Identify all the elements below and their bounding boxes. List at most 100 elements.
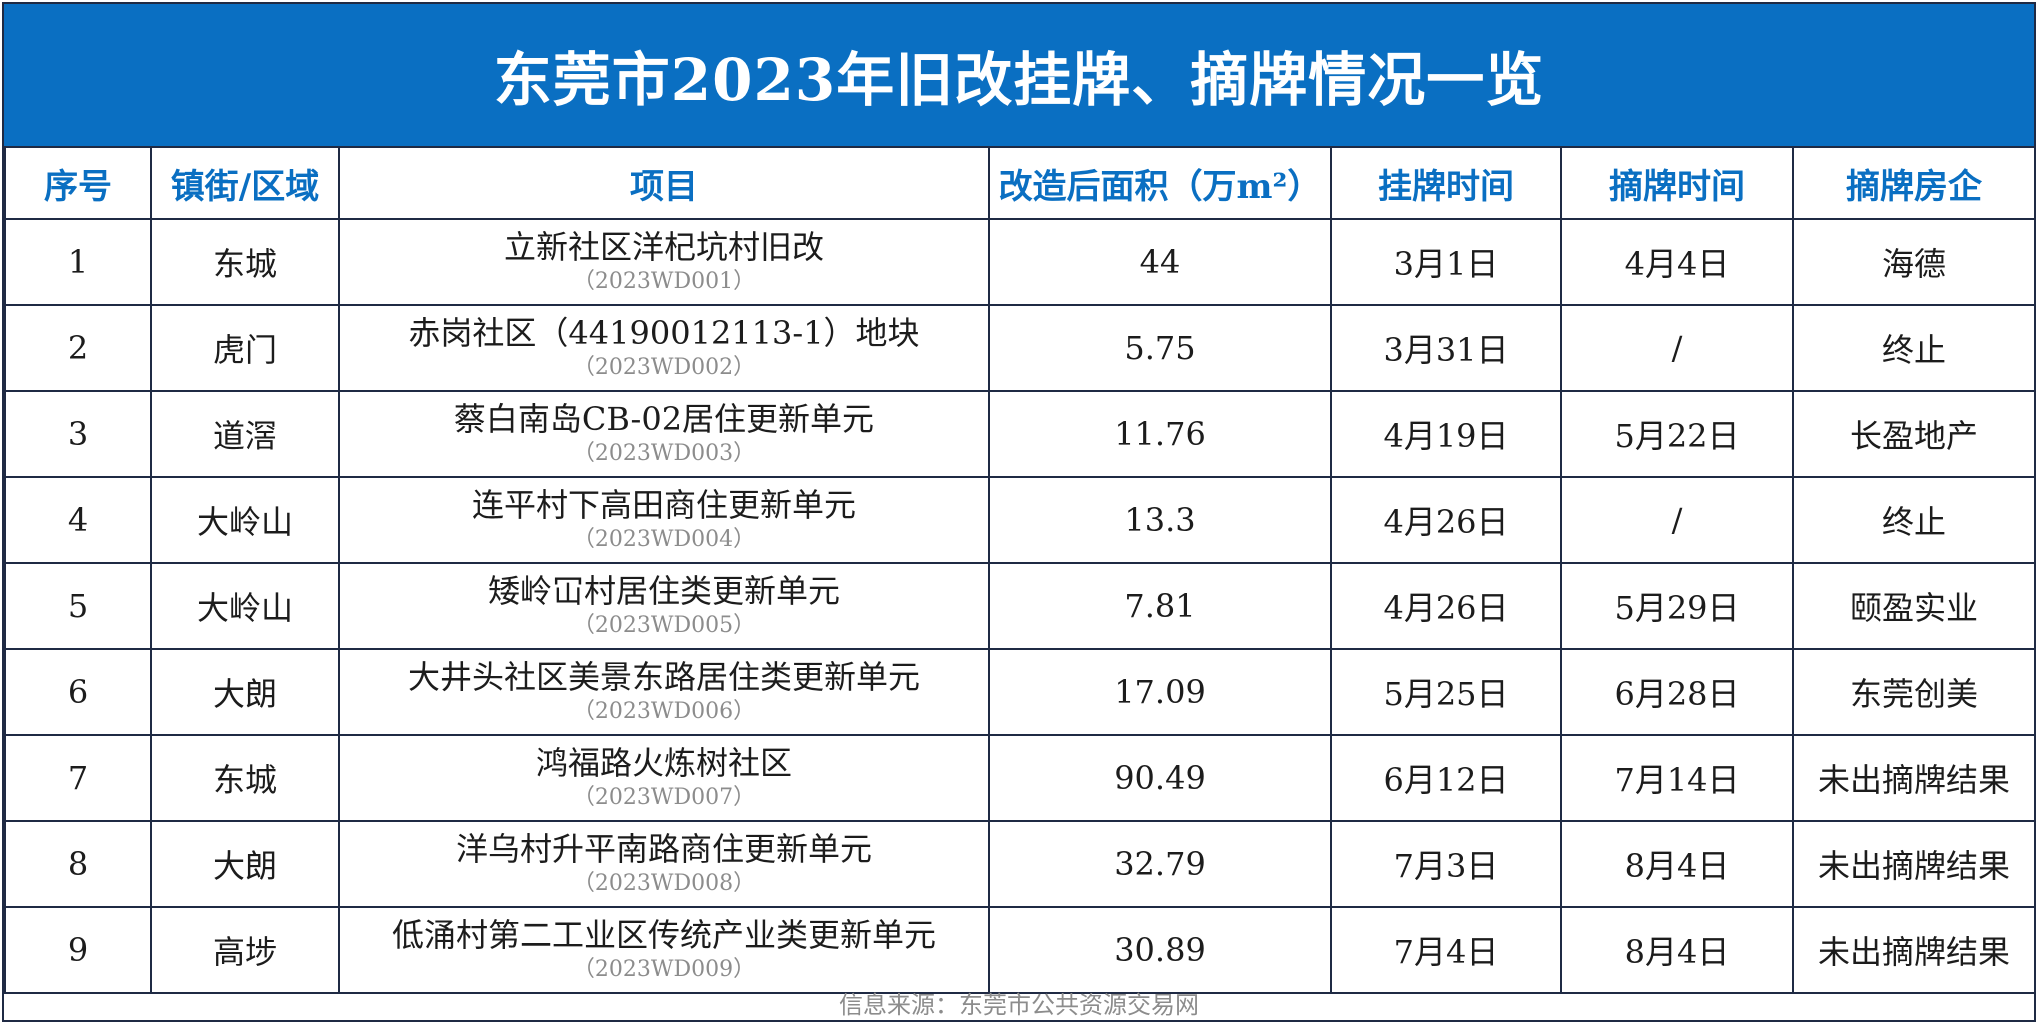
project-code: （2023WD003） [572,441,756,467]
cell-project: 矮岭冚村居住类更新单元 （2023WD005） [338,562,990,650]
cell-delisting-date: / [1560,304,1794,392]
cell-seq: 9 [4,906,152,994]
header-row: 序号 镇街/区域 项目 改造后面积（万m²） 挂牌时间 摘牌时间 摘牌房企 [4,146,2036,220]
project-code: （2023WD006） [572,699,756,725]
cell-developer: 未出摘牌结果 [1792,906,2036,994]
header-area: 改造后面积（万m²） [988,146,1332,220]
project-code: （2023WD005） [572,613,756,639]
cell-delisting-date: / [1560,476,1794,564]
cell-seq: 1 [4,218,152,306]
cell-area: 17.09 [988,648,1332,736]
cell-listing-date: 4月26日 [1330,476,1562,564]
project-name: 连平村下高田商住更新单元 [471,485,856,524]
table-row: 4 大岭山 连平村下高田商住更新单元 （2023WD004） 13.3 4月26日 / 终止 [4,476,2036,564]
cell-project: 连平村下高田商住更新单元 （2023WD004） [338,476,990,564]
header-developer: 摘牌房企 [1792,146,2036,220]
project-name: 洋乌村升平南路商住更新单元 [455,829,872,868]
project-code: （2023WD007） [572,785,756,811]
cell-area: 32.79 [988,820,1332,908]
cell-developer: 颐盈实业 [1792,562,2036,650]
cell-area: 5.75 [988,304,1332,392]
project-code: （2023WD009） [572,957,756,983]
project-code: （2023WD001） [572,269,756,295]
cell-town: 东城 [150,218,340,306]
header-town: 镇街/区域 [150,146,340,220]
cell-listing-date: 3月1日 [1330,218,1562,306]
cell-seq: 2 [4,304,152,392]
table-row: 6 大朗 大井头社区美景东路居住类更新单元 （2023WD006） 17.09 5月25日… [4,648,2036,736]
source-note: 信息来源：东莞市公共资源交易网 [839,991,1199,1019]
cell-area: 7.81 [988,562,1332,650]
cell-area: 13.3 [988,476,1332,564]
cell-town: 虎门 [150,304,340,392]
cell-delisting-date: 5月29日 [1560,562,1794,650]
cell-developer: 海德 [1792,218,2036,306]
project-name: 赤岗社区（44190012113-1）地块 [408,313,920,352]
project-name: 鸿福路火炼树社区 [535,743,792,782]
cell-town: 大岭山 [150,562,340,650]
table-row: 9 高埗 低涌村第二工业区传统产业类更新单元 （2023WD009） 30.89 7月4日… [4,906,2036,994]
cell-area: 30.89 [988,906,1332,994]
cell-town: 东城 [150,734,340,822]
cell-listing-date: 7月3日 [1330,820,1562,908]
cell-listing-date: 5月25日 [1330,648,1562,736]
header-seq: 序号 [4,146,152,220]
cell-listing-date: 3月31日 [1330,304,1562,392]
header-project: 项目 [338,146,990,220]
cell-area: 90.49 [988,734,1332,822]
cell-project: 洋乌村升平南路商住更新单元 （2023WD008） [338,820,990,908]
cell-seq: 8 [4,820,152,908]
cell-project: 大井头社区美景东路居住类更新单元 （2023WD006） [338,648,990,736]
table-row: 3 道滘 蔡白南岛CB-02居住更新单元 （2023WD003） 11.76 4月19日 5… [4,390,2036,478]
cell-delisting-date: 6月28日 [1560,648,1794,736]
cell-town: 高埗 [150,906,340,994]
title-bar: 东莞市2023年旧改挂牌、摘牌情况一览 [4,4,2034,146]
cell-developer: 未出摘牌结果 [1792,820,2036,908]
cell-delisting-date: 4月4日 [1560,218,1794,306]
table-row: 8 大朗 洋乌村升平南路商住更新单元 （2023WD008） 32.79 7月3日 8月4日… [4,820,2036,908]
project-code: （2023WD002） [572,355,756,381]
cell-project: 蔡白南岛CB-02居住更新单元 （2023WD003） [338,390,990,478]
cell-listing-date: 4月26日 [1330,562,1562,650]
cell-area: 44 [988,218,1332,306]
project-name: 矮岭冚村居住类更新单元 [487,571,840,610]
cell-listing-date: 6月12日 [1330,734,1562,822]
table-row: 5 大岭山 矮岭冚村居住类更新单元 （2023WD005） 7.81 4月26日 5月29日… [4,562,2036,650]
cell-project: 低涌村第二工业区传统产业类更新单元 （2023WD009） [338,906,990,994]
project-name: 大井头社区美景东路居住类更新单元 [407,657,920,696]
cell-town: 道滘 [150,390,340,478]
table-row: 1 东城 立新社区洋杞坑村旧改 （2023WD001） 44 3月1日 4月4日 海德 [4,218,2036,306]
cell-seq: 6 [4,648,152,736]
page-title: 东莞市2023年旧改挂牌、摘牌情况一览 [493,46,1545,114]
cell-town: 大岭山 [150,476,340,564]
cell-town: 大朗 [150,820,340,908]
cell-seq: 3 [4,390,152,478]
cell-listing-date: 4月19日 [1330,390,1562,478]
cell-town: 大朗 [150,648,340,736]
project-name: 蔡白南岛CB-02居住更新单元 [453,399,875,438]
header-delisting-date: 摘牌时间 [1560,146,1794,220]
cell-developer: 终止 [1792,304,2036,392]
table-row: 7 东城 鸿福路火炼树社区 （2023WD007） 90.49 6月12日 7月14日 未出摘… [4,734,2036,822]
cell-delisting-date: 5月22日 [1560,390,1794,478]
project-name: 低涌村第二工业区传统产业类更新单元 [391,915,936,954]
cell-developer: 终止 [1792,476,2036,564]
cell-listing-date: 7月4日 [1330,906,1562,994]
cell-developer: 长盈地产 [1792,390,2036,478]
header-listing-date: 挂牌时间 [1330,146,1562,220]
cell-seq: 5 [4,562,152,650]
cell-delisting-date: 7月14日 [1560,734,1794,822]
cell-project: 赤岗社区（44190012113-1）地块 （2023WD002） [338,304,990,392]
cell-seq: 7 [4,734,152,822]
project-name: 立新社区洋杞坑村旧改 [503,227,824,266]
table-row: 2 虎门 赤岗社区（44190012113-1）地块 （2023WD002） 5.75 3… [4,304,2036,392]
cell-developer: 未出摘牌结果 [1792,734,2036,822]
cell-delisting-date: 8月4日 [1560,820,1794,908]
cell-area: 11.76 [988,390,1332,478]
cell-project: 立新社区洋杞坑村旧改 （2023WD001） [338,218,990,306]
cell-delisting-date: 8月4日 [1560,906,1794,994]
cell-developer: 东莞创美 [1792,648,2036,736]
project-code: （2023WD004） [572,527,756,553]
